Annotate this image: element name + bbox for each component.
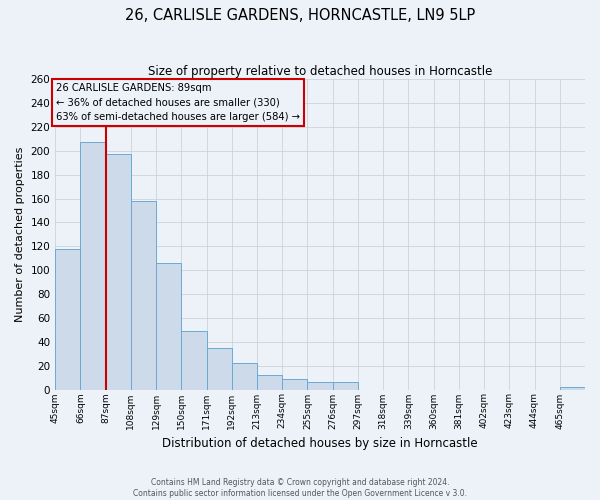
Text: 26, CARLISLE GARDENS, HORNCASTLE, LN9 5LP: 26, CARLISLE GARDENS, HORNCASTLE, LN9 5L…	[125, 8, 475, 22]
Bar	[332, 382, 358, 390]
X-axis label: Distribution of detached houses by size in Horncastle: Distribution of detached houses by size …	[162, 437, 478, 450]
Bar	[131, 201, 156, 390]
Bar	[156, 263, 181, 390]
Bar	[55, 248, 80, 390]
Bar	[282, 379, 307, 390]
Text: 26 CARLISLE GARDENS: 89sqm
← 36% of detached houses are smaller (330)
63% of sem: 26 CARLISLE GARDENS: 89sqm ← 36% of deta…	[56, 82, 301, 122]
Bar	[257, 375, 282, 390]
Title: Size of property relative to detached houses in Horncastle: Size of property relative to detached ho…	[148, 65, 492, 78]
Bar	[307, 382, 332, 390]
Y-axis label: Number of detached properties: Number of detached properties	[15, 146, 25, 322]
Bar	[80, 142, 106, 390]
Text: Contains HM Land Registry data © Crown copyright and database right 2024.
Contai: Contains HM Land Registry data © Crown c…	[133, 478, 467, 498]
Bar	[106, 154, 131, 390]
Bar	[181, 331, 206, 390]
Bar	[232, 364, 257, 390]
Bar	[560, 387, 585, 390]
Bar	[206, 348, 232, 390]
